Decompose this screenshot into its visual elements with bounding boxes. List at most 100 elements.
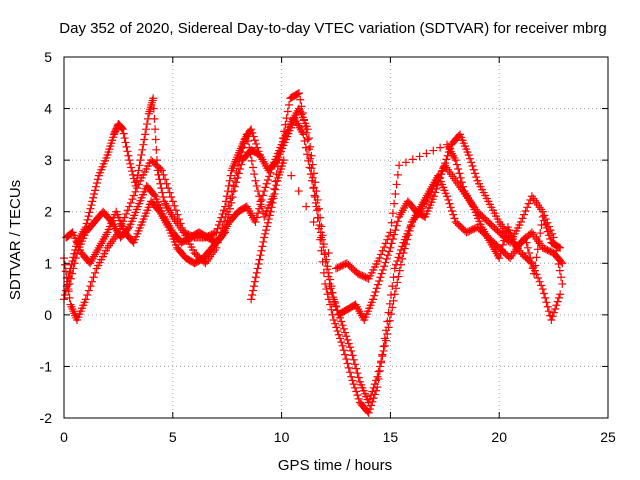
data-point [254, 260, 263, 269]
data-point [403, 235, 412, 244]
data-point [136, 156, 145, 165]
data-point [441, 159, 450, 168]
data-point [91, 268, 100, 277]
data-point [176, 219, 185, 228]
data-point [133, 171, 142, 180]
data-point [390, 264, 399, 273]
data-point [232, 178, 241, 187]
data-point [373, 280, 382, 289]
data-point [538, 285, 547, 294]
data-point [157, 184, 166, 193]
chart-title: Day 352 of 2020, Sidereal Day-to-day VTE… [59, 20, 606, 37]
data-point [536, 229, 545, 238]
data-point [84, 286, 93, 295]
data-point [251, 176, 260, 185]
data-point [364, 398, 373, 407]
y-tick-label: 2 [44, 204, 52, 220]
x-tick-label: 20 [491, 429, 507, 445]
data-point [422, 149, 431, 158]
data-point [327, 288, 336, 297]
data-point [252, 181, 261, 190]
data-point [68, 269, 77, 278]
data-point [372, 376, 381, 385]
data-point [135, 161, 144, 170]
data-point [224, 181, 233, 190]
data-point [354, 394, 363, 403]
data-point [472, 173, 481, 182]
data-point [391, 190, 400, 199]
data-point [118, 124, 127, 133]
data-point [524, 199, 533, 208]
data-point [81, 295, 90, 304]
data-point [459, 182, 468, 191]
data-point [313, 206, 322, 215]
data-point [338, 341, 347, 350]
data-point [465, 154, 474, 163]
data-point [349, 355, 358, 364]
data-point [393, 217, 402, 226]
data-point [263, 176, 272, 185]
data-point [287, 171, 296, 180]
data-point [329, 316, 338, 325]
data-point [377, 357, 386, 366]
data-point [375, 254, 384, 263]
data-point [261, 229, 270, 238]
axis-ticks [63, 56, 609, 419]
data-point [549, 308, 558, 317]
data-point [128, 167, 137, 176]
data-point [365, 405, 374, 414]
data-point [387, 310, 396, 319]
data-point [258, 191, 267, 200]
data-point [322, 285, 331, 294]
data-point [538, 212, 547, 221]
data-point [394, 253, 403, 262]
data-point [253, 209, 262, 218]
data-point [229, 187, 238, 196]
data-point [227, 187, 236, 196]
data-point [348, 376, 357, 385]
data-point [400, 244, 409, 253]
data-point [125, 202, 134, 211]
data-point [391, 226, 400, 235]
data-point [394, 272, 403, 281]
data-point [70, 259, 79, 268]
data-point [272, 181, 281, 190]
series-trace-c [62, 104, 567, 407]
data-point [522, 238, 531, 247]
data-point [395, 266, 404, 275]
data-point [89, 273, 98, 282]
data-point [282, 114, 291, 123]
data-point [535, 277, 544, 286]
y-tick-label: 1 [44, 255, 52, 271]
data-point [369, 383, 378, 392]
data-point [390, 199, 399, 208]
data-point [266, 207, 275, 216]
data-point [252, 139, 261, 148]
data-point [447, 206, 456, 215]
data-point [556, 290, 565, 299]
data-point [237, 148, 246, 157]
data-point [542, 223, 551, 232]
data-point [433, 181, 442, 190]
data-point [534, 274, 543, 283]
data-point [518, 214, 527, 223]
data-point [393, 170, 402, 179]
data-point [251, 218, 260, 227]
data-point [553, 297, 562, 306]
data-point [523, 243, 532, 252]
data-point [83, 215, 92, 224]
data-markers [60, 89, 567, 417]
data-point [353, 391, 362, 400]
data-point [380, 341, 389, 350]
data-point [521, 233, 530, 242]
x-tick-label: 0 [60, 429, 68, 445]
data-point [259, 237, 268, 246]
data-point [401, 158, 410, 167]
data-point [138, 145, 147, 154]
data-point [389, 296, 398, 305]
data-point [385, 247, 394, 256]
data-point [167, 192, 176, 201]
data-point [383, 330, 392, 339]
data-point [258, 242, 267, 251]
